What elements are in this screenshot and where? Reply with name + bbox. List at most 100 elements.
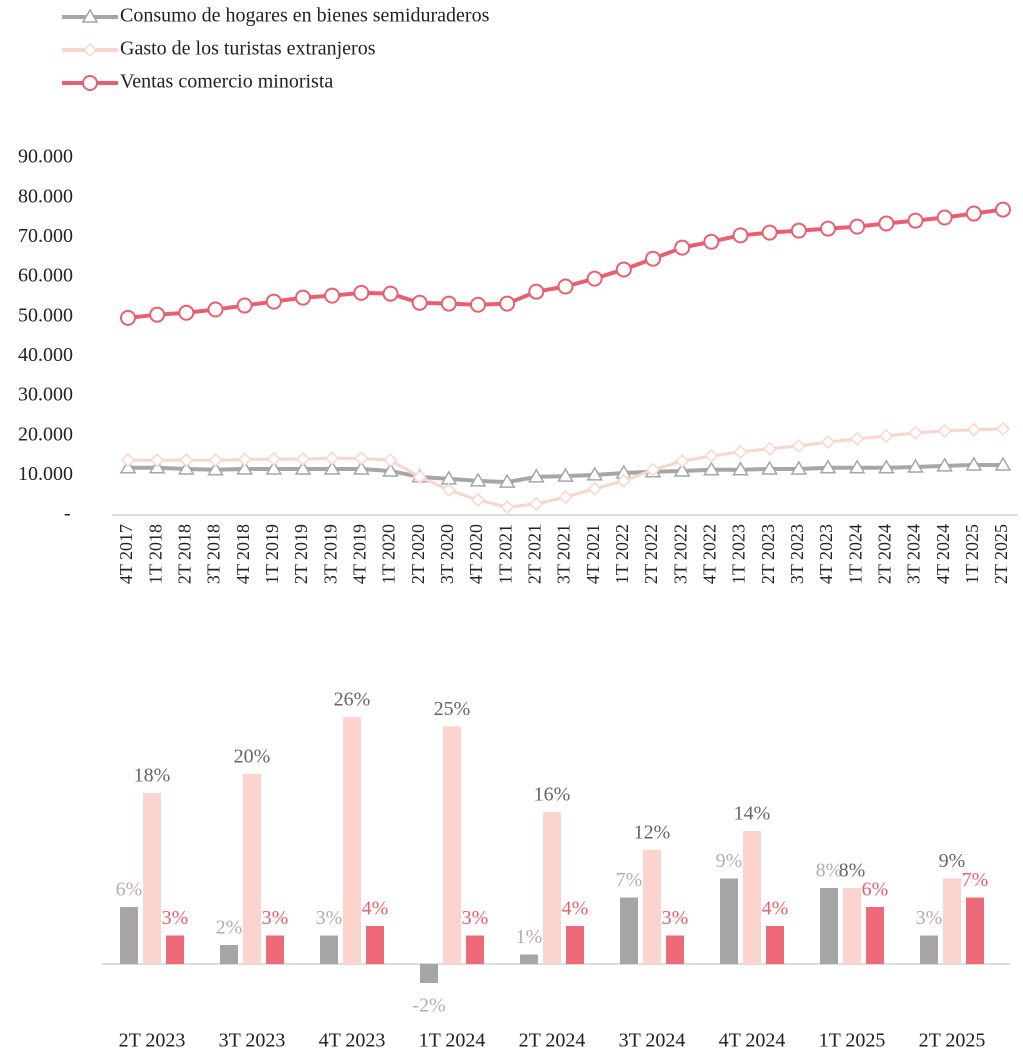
value-label: 16% (534, 784, 571, 806)
bar (443, 726, 461, 964)
bar (843, 888, 861, 964)
legend-label: Consumo de hogares en bienes semidurader… (120, 5, 490, 27)
x-tick-label: 1T 2022 (612, 524, 632, 584)
value-label: -2% (412, 995, 445, 1017)
bar (166, 935, 184, 964)
bar (943, 878, 961, 964)
y-tick-label: 70.000 (18, 225, 73, 247)
x-tick-label: 2T 2019 (291, 524, 311, 584)
value-label: 26% (334, 689, 371, 711)
legend-label: Gasto de los turistas extranjeros (120, 38, 376, 60)
point (383, 453, 398, 468)
point (178, 304, 195, 321)
x-tick-label: 3T 2020 (437, 524, 457, 584)
bar (966, 897, 984, 964)
point (616, 473, 631, 488)
x-tick-label: 2T 2025 (919, 1030, 986, 1052)
point (382, 285, 399, 302)
x-tick-label: 2T 2023 (758, 524, 778, 584)
x-tick-label: 3T 2023 (787, 524, 807, 584)
point (761, 460, 778, 475)
point (178, 460, 195, 475)
y-tick-label: 90.000 (18, 146, 73, 168)
point (265, 460, 283, 475)
x-tick-label: 3T 2018 (204, 524, 224, 584)
point (936, 457, 953, 472)
bar (820, 888, 838, 964)
x-tick-label: 4T 2024 (719, 1030, 786, 1052)
point (704, 448, 719, 463)
point (149, 306, 166, 323)
point (236, 460, 253, 475)
x-tick-label: 4T 2018 (233, 524, 253, 584)
value-label: 4% (762, 898, 789, 920)
point (500, 500, 515, 515)
bar (220, 945, 238, 964)
point (995, 421, 1011, 436)
point (965, 456, 983, 471)
point (674, 239, 691, 256)
bar (143, 793, 161, 964)
x-tick-label: 1T 2018 (145, 524, 165, 584)
value-label: 6% (862, 879, 889, 901)
bar (766, 926, 784, 964)
x-tick-label: 1T 2025 (962, 524, 982, 584)
value-label: 4% (362, 898, 389, 920)
point (179, 453, 194, 468)
point (995, 201, 1011, 218)
value-label: 3% (262, 907, 289, 929)
point (120, 453, 136, 468)
value-label: 3% (162, 907, 189, 929)
x-tick-label: 3T 2022 (670, 524, 690, 584)
point (790, 460, 808, 475)
point (673, 462, 691, 477)
y-tick-label: 50.000 (18, 304, 73, 326)
point (850, 431, 865, 446)
x-tick-label: 4T 2022 (699, 524, 719, 584)
point (354, 451, 369, 466)
legend-marker (82, 75, 98, 91)
point (294, 460, 312, 475)
y-tick-label: 30.000 (18, 384, 73, 406)
point (879, 429, 894, 444)
point (849, 218, 866, 235)
point (499, 295, 516, 312)
x-tick-label: 1T 2019 (262, 524, 282, 584)
point (441, 482, 456, 498)
x-tick-label: 1T 2021 (495, 524, 515, 584)
point (498, 473, 516, 488)
point (907, 212, 924, 229)
value-label: 2% (216, 917, 243, 939)
point (675, 453, 690, 469)
x-tick-label: 2T 2018 (174, 524, 194, 584)
value-label: 7% (616, 869, 643, 891)
point (324, 287, 341, 304)
x-tick-label: 2T 2020 (408, 524, 428, 584)
bar (466, 935, 484, 964)
x-tick-label: 4T 2023 (816, 524, 836, 584)
x-tick-label: 4T 2019 (349, 524, 369, 584)
value-label: 18% (134, 765, 171, 787)
value-label: 1% (516, 926, 543, 948)
bar (343, 717, 361, 964)
point (761, 224, 778, 241)
point (908, 425, 923, 440)
point (819, 459, 837, 474)
bar (643, 850, 661, 964)
bar (320, 935, 338, 964)
point (207, 461, 224, 476)
bar (866, 907, 884, 964)
value-label: 8% (839, 860, 866, 882)
point (528, 468, 545, 483)
legend-marker (82, 42, 98, 58)
y-tick-label: 10.000 (18, 463, 73, 485)
x-tick-label: 3T 2023 (219, 1030, 286, 1052)
x-tick-label: 2T 2023 (119, 1030, 186, 1052)
point (645, 250, 661, 267)
point (878, 459, 895, 474)
point (966, 422, 981, 437)
point (295, 289, 311, 306)
point (323, 460, 341, 475)
bar (566, 926, 584, 964)
x-tick-label: 2T 2024 (874, 524, 894, 584)
